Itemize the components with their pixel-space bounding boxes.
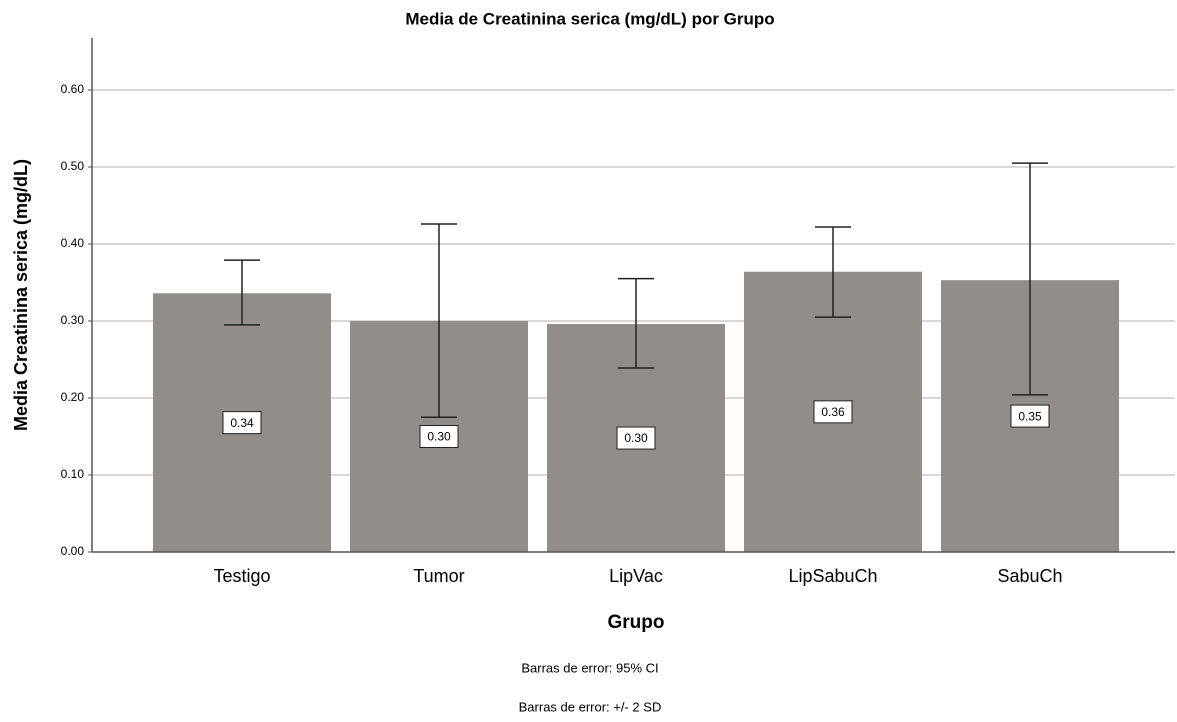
value-label: 0.35 — [1018, 409, 1042, 423]
x-tick-label: SabuCh — [997, 566, 1062, 586]
y-tick-label: 0.00 — [61, 544, 85, 558]
x-axis-label: Grupo — [608, 612, 665, 633]
value-label-box — [222, 411, 262, 435]
value-label-box — [813, 400, 853, 424]
chart-title: Media de Creatinina serica (mg/dL) por G… — [405, 9, 774, 28]
value-label-box — [1010, 404, 1050, 428]
y-tick-label: 0.10 — [61, 467, 85, 481]
footnote: Barras de error: +/- 2 SD — [519, 699, 662, 714]
x-tick-label: Testigo — [213, 566, 270, 586]
x-tick-label: LipVac — [609, 566, 663, 586]
footnote: Barras de error: 95% CI — [521, 660, 658, 675]
x-tick-label: LipSabuCh — [788, 566, 877, 586]
value-label: 0.30 — [427, 430, 451, 444]
value-label: 0.36 — [821, 405, 845, 419]
y-tick-label: 0.30 — [61, 313, 85, 327]
y-tick-label: 0.20 — [61, 390, 85, 404]
y-axis-label: Media Creatinina serica (mg/dL) — [11, 159, 31, 431]
value-label: 0.34 — [230, 416, 254, 430]
y-tick-label: 0.40 — [61, 236, 85, 250]
value-label: 0.30 — [624, 431, 648, 445]
value-label-box — [419, 424, 459, 448]
x-tick-label: Tumor — [413, 566, 464, 586]
y-tick-label: 0.60 — [61, 82, 85, 96]
value-label-box — [616, 426, 656, 450]
y-tick-label: 0.50 — [61, 159, 85, 173]
